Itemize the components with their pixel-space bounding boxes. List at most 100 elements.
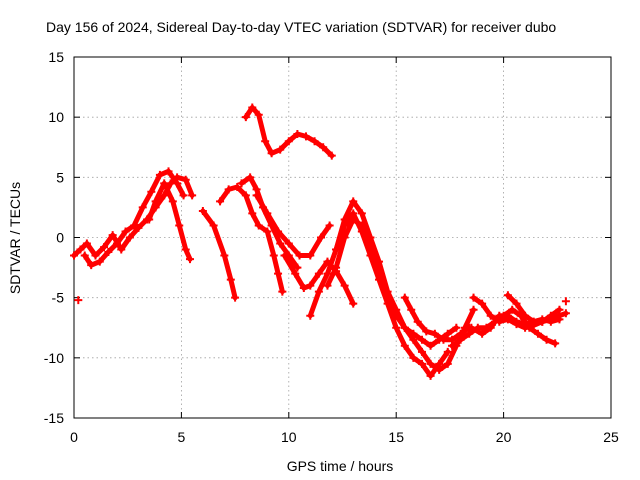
data-point — [332, 263, 341, 272]
data-point — [121, 227, 130, 236]
series-s17 — [469, 293, 564, 332]
data-point — [546, 311, 555, 320]
series-s12 — [332, 209, 452, 380]
data-point — [409, 353, 418, 362]
data-point — [216, 197, 225, 206]
data-point — [263, 227, 272, 236]
data-point — [357, 209, 366, 218]
data-point — [340, 281, 349, 290]
data-point — [224, 185, 233, 194]
series-line — [200, 208, 238, 301]
y-tick-label: 15 — [48, 49, 64, 65]
data-point — [317, 233, 326, 242]
data-point — [366, 251, 375, 260]
data-point — [209, 221, 218, 230]
data-point — [241, 191, 250, 200]
data-point — [254, 110, 263, 119]
series-s3 — [145, 179, 194, 264]
data-point — [306, 251, 315, 260]
series-s13 — [400, 293, 474, 344]
data-point — [220, 251, 229, 260]
data-point — [173, 179, 182, 188]
data-point — [125, 233, 134, 242]
data-point — [274, 227, 283, 236]
x-tick-label: 15 — [388, 429, 404, 445]
series-s19 — [561, 297, 570, 306]
data-point — [555, 305, 564, 314]
data-point — [269, 251, 278, 260]
x-tick-label: 0 — [70, 429, 78, 445]
data-point — [443, 347, 452, 356]
data-point — [478, 299, 487, 308]
y-tick-label: -5 — [52, 290, 65, 306]
data-point — [138, 203, 147, 212]
data-point — [452, 323, 461, 332]
series-line — [254, 192, 333, 258]
data-point — [512, 299, 521, 308]
data-point — [478, 329, 487, 338]
data-point — [188, 191, 197, 200]
data-point — [175, 221, 184, 230]
data-point — [482, 323, 491, 332]
series-s15 — [448, 305, 560, 350]
data-point — [392, 323, 401, 332]
data-point — [508, 305, 517, 314]
data-point — [323, 269, 332, 278]
data-point — [521, 323, 530, 332]
data-point — [325, 221, 334, 230]
data-point — [456, 335, 465, 344]
data-point — [357, 227, 366, 236]
data-point — [226, 275, 235, 284]
data-point — [319, 143, 328, 152]
data-point — [104, 247, 113, 256]
data-point — [349, 197, 358, 206]
data-point — [301, 132, 310, 141]
data-point — [179, 191, 188, 200]
data-point — [503, 315, 512, 324]
data-point — [185, 255, 194, 264]
data-point — [181, 175, 190, 184]
data-point — [426, 371, 435, 380]
data-point — [542, 335, 551, 344]
data-point — [130, 221, 139, 230]
data-point — [314, 269, 323, 278]
data-point — [332, 245, 341, 254]
y-tick-label: -10 — [44, 350, 64, 366]
data-point — [443, 359, 452, 368]
x-tick-label: 10 — [281, 429, 297, 445]
series-s2 — [80, 167, 188, 270]
data-point — [439, 335, 448, 344]
data-point — [407, 305, 416, 314]
data-point — [198, 207, 207, 216]
y-tick-label: 10 — [48, 109, 64, 125]
data-point — [293, 263, 302, 272]
data-point — [155, 170, 164, 179]
data-point — [248, 103, 257, 112]
data-point — [521, 311, 530, 320]
data-point — [443, 329, 452, 338]
data-series-layer — [70, 103, 570, 380]
data-point — [340, 221, 349, 230]
data-point — [306, 311, 315, 320]
data-point — [349, 209, 358, 218]
series-s18 — [74, 296, 83, 305]
y-tick-label: 0 — [56, 230, 64, 246]
data-point — [134, 223, 143, 232]
data-point — [299, 284, 308, 293]
data-point — [276, 239, 285, 248]
data-point — [413, 317, 422, 326]
data-point — [95, 257, 104, 266]
data-point — [306, 281, 315, 290]
data-point — [561, 309, 570, 318]
data-point — [409, 329, 418, 338]
data-point — [147, 187, 156, 196]
data-point — [276, 145, 285, 154]
data-point — [310, 137, 319, 146]
data-point — [417, 335, 426, 344]
series-line — [217, 184, 285, 295]
data-point — [160, 191, 169, 200]
data-point — [252, 191, 261, 200]
data-point — [145, 215, 154, 224]
data-point — [323, 281, 332, 290]
